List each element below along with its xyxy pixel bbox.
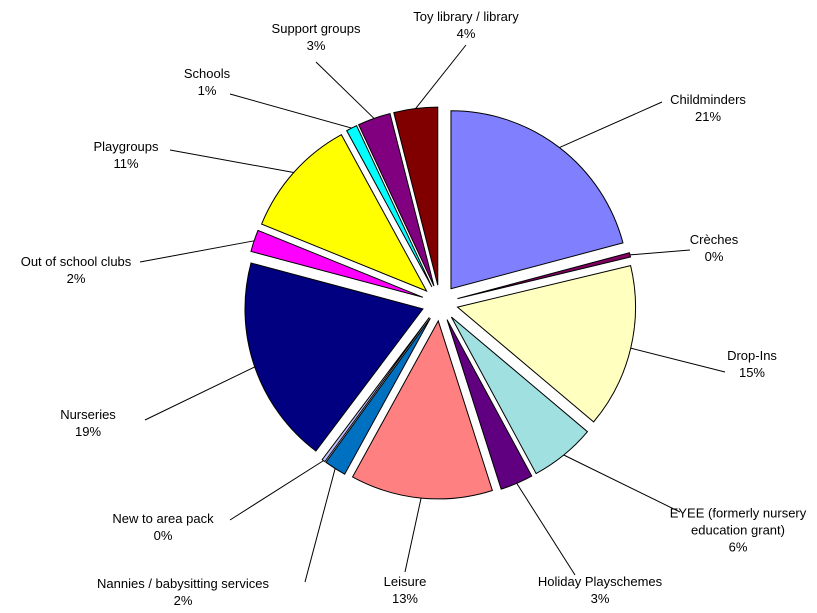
value-label: 15%: [738, 365, 766, 380]
value-label: 2%: [66, 271, 86, 286]
pie-slice: [351, 319, 493, 500]
leader-line: [630, 347, 726, 373]
leader-line: [559, 101, 663, 149]
category-label: New to area pack: [112, 511, 214, 526]
slice-label: New to area pack 0%: [112, 510, 213, 544]
category-label: Out of school clubs: [20, 254, 132, 269]
category-label: Drop-Ins: [727, 348, 777, 363]
leader-line: [404, 497, 422, 573]
pie-slice: [345, 124, 433, 288]
slice-label: Playgroups 11%: [93, 138, 158, 172]
slice-label: Toy library / library 4%: [413, 8, 518, 42]
pie-slice: [456, 265, 636, 423]
slice-label: Holiday Playschemes 3%: [538, 573, 662, 607]
leader-line: [169, 149, 294, 174]
slice-label: Crèches 0%: [690, 231, 738, 265]
value-label: 3%: [590, 591, 610, 606]
slice-label: Schools 1%: [184, 65, 230, 99]
category-label: Crèches: [689, 232, 739, 247]
category-label: Playgroups: [93, 139, 159, 154]
slice-label: Out of school clubs 2%: [21, 253, 132, 287]
category-label: Holiday Playschemes: [537, 574, 663, 589]
leader-line: [229, 93, 352, 129]
category-label: Nannies / babysitting services: [97, 576, 269, 591]
leader-line: [629, 249, 691, 256]
value-label: 6%: [728, 539, 748, 555]
category-label: Leisure: [383, 574, 427, 589]
category-label: EYEE (formerly nursery education grant): [669, 505, 807, 538]
pie-slice: [244, 262, 424, 452]
value-label: 1%: [197, 83, 217, 98]
slice-label: EYEE (formerly nursery education grant) 6…: [648, 505, 817, 556]
leader-line: [229, 460, 324, 521]
value-label: 13%: [391, 591, 419, 606]
category-label: Schools: [183, 66, 231, 81]
pie-slice: [446, 319, 533, 490]
value-label: 21%: [694, 109, 722, 124]
leader-line: [139, 240, 255, 263]
value-label: 2%: [173, 593, 193, 608]
leader-line: [144, 366, 255, 421]
category-label: Childminders: [670, 92, 746, 107]
pie-slice: [325, 317, 431, 475]
slice-label: Nannies / babysitting services 2%: [97, 575, 269, 609]
category-label: Nurseries: [60, 407, 116, 422]
value-label: 3%: [306, 38, 326, 53]
category-label: Toy library / library: [413, 9, 519, 24]
pie-slice: [260, 134, 428, 293]
value-label: 0%: [704, 249, 724, 264]
leader-line: [563, 454, 681, 513]
value-label: 11%: [113, 156, 139, 171]
value-label: 4%: [456, 26, 476, 41]
leader-line: [315, 61, 375, 119]
slice-label: Drop-Ins 15%: [727, 347, 777, 381]
pie-slice: [450, 316, 589, 475]
value-label: 19%: [74, 424, 102, 439]
slice-label: Support groups 3%: [272, 20, 361, 54]
value-label: 0%: [153, 528, 173, 543]
slice-label: Leisure 13%: [384, 573, 427, 607]
leader-line: [415, 44, 467, 109]
pie-slice: [450, 110, 624, 290]
leader-line: [516, 483, 576, 576]
category-label: Support groups: [271, 21, 361, 36]
pie-slice: [321, 317, 430, 463]
leader-line: [304, 468, 336, 583]
slice-label: Nurseries 19%: [60, 406, 116, 440]
slice-label: Childminders 21%: [670, 91, 746, 125]
